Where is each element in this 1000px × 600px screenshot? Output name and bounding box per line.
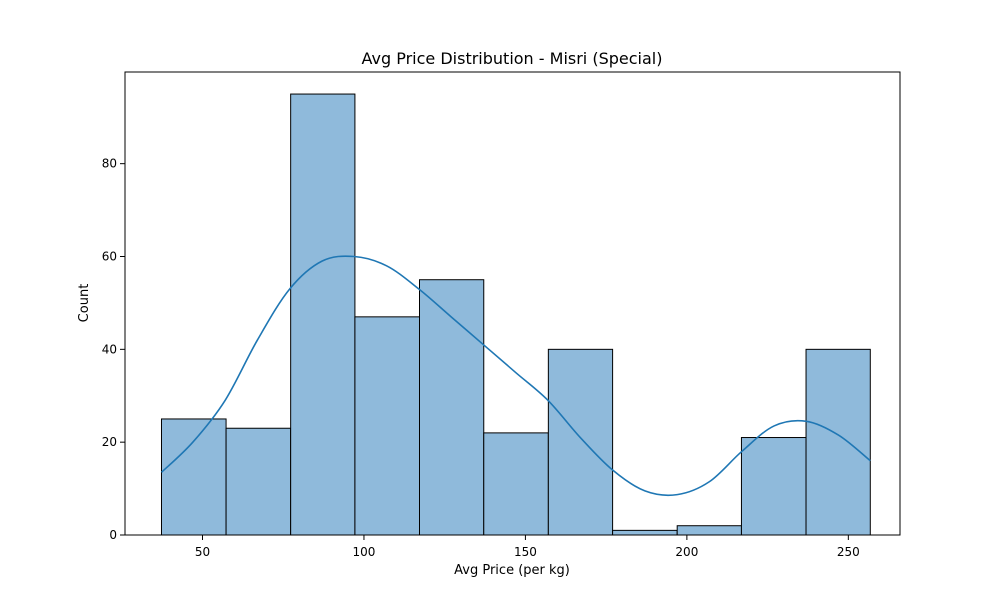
x-tick-label-200: 200 (675, 545, 698, 559)
kde-curve (160, 255, 871, 497)
x-tick-label-50: 50 (195, 545, 210, 559)
histogram-bar-2 (290, 93, 356, 536)
histogram-bar-9 (740, 437, 807, 536)
y-tick-label-40: 40 (102, 342, 117, 356)
histogram-bar-6 (547, 348, 614, 536)
histogram-bar-8 (676, 525, 742, 536)
y-tick-label-80: 80 (102, 157, 117, 171)
histogram-bar-7 (612, 529, 678, 536)
x-tick-label-100: 100 (353, 545, 376, 559)
histogram-bar-5 (483, 432, 549, 536)
x-axis-ticks: 50 100 150 200 250 (195, 535, 860, 559)
chart-title: Avg Price Distribution - Misri (Special) (362, 49, 663, 68)
histogram-bar-10 (805, 348, 871, 536)
y-tick-label-20: 20 (102, 435, 117, 449)
plot-frame (124, 71, 901, 536)
y-axis-label: Count (77, 284, 92, 323)
histogram-bar-0 (160, 418, 227, 536)
histogram-bar-1 (225, 427, 292, 536)
y-tick-label-60: 60 (102, 250, 117, 264)
x-tick-label-150: 150 (514, 545, 537, 559)
histogram-bars (160, 93, 871, 536)
histogram-bar-3 (354, 316, 420, 536)
y-tick-label-0: 0 (109, 528, 117, 542)
x-axis-label: Avg Price (per kg) (454, 563, 570, 578)
x-tick-label-250: 250 (837, 545, 860, 559)
y-axis-ticks: 0 20 40 60 80 (102, 157, 125, 542)
